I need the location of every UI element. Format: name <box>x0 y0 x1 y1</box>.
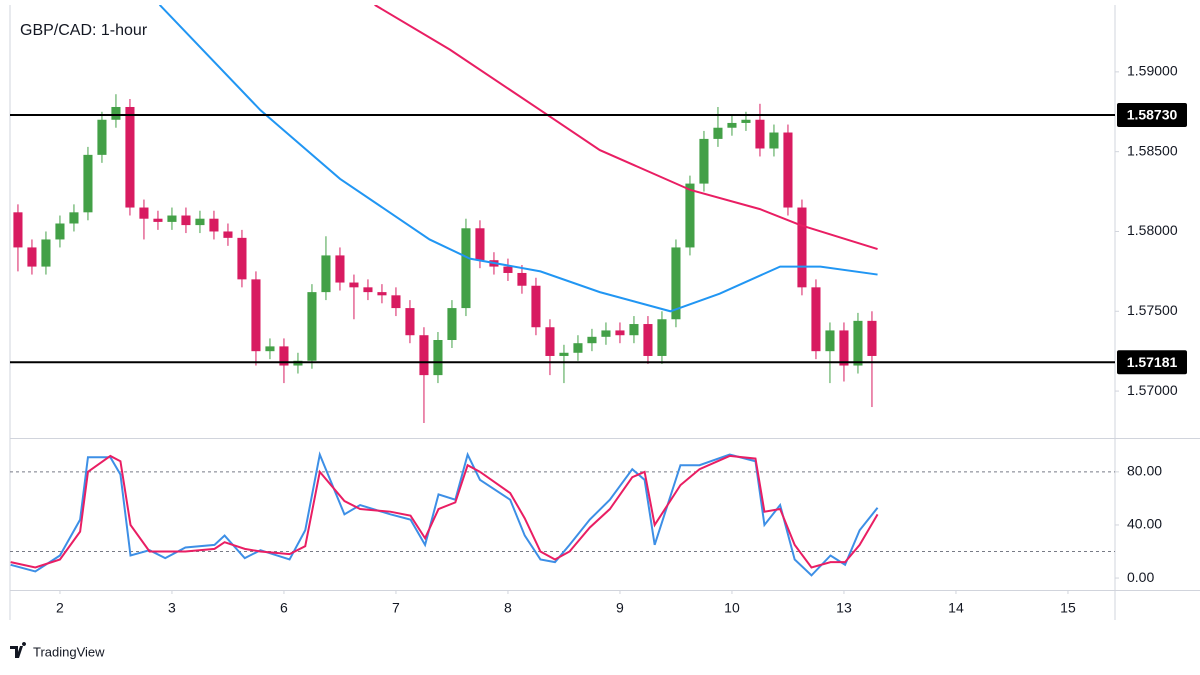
candle-body <box>825 330 835 352</box>
candle-body <box>209 218 219 232</box>
candle-body <box>867 320 877 356</box>
candle-body <box>517 272 527 286</box>
candle-body <box>251 279 261 352</box>
candle-body <box>433 340 443 376</box>
candle-body <box>839 330 849 366</box>
candle-body <box>447 308 457 341</box>
x-tick-label: 6 <box>280 600 288 616</box>
y-tick-label: 1.58000 <box>1127 222 1178 238</box>
candle-body <box>307 292 317 361</box>
moving-average <box>374 5 878 250</box>
level-label: 1.57181 <box>1127 354 1178 370</box>
candle-body <box>321 255 331 293</box>
level-label-box <box>1117 102 1187 127</box>
candle-body <box>811 287 821 352</box>
x-tick-label: 15 <box>1060 600 1076 616</box>
candle-body <box>797 207 807 288</box>
candle-body <box>279 346 289 366</box>
candle-body <box>601 330 611 337</box>
y-tick-label: 40.00 <box>1127 516 1162 532</box>
candle-body <box>727 122 737 128</box>
y-tick-label: 1.57000 <box>1127 382 1178 398</box>
oscillator-line <box>10 454 879 569</box>
candle-body <box>685 183 695 248</box>
chart-title: GBP/CAD: 1-hour <box>20 22 148 39</box>
candle-body <box>377 292 387 296</box>
candle-body <box>97 119 107 155</box>
candle-body <box>27 247 37 267</box>
candle-body <box>41 239 51 267</box>
candle-body <box>223 231 233 238</box>
candle-body <box>573 343 583 353</box>
candle-body <box>475 228 485 261</box>
stochastic-pane <box>10 451 1115 577</box>
candle-body <box>363 287 373 293</box>
candle-body <box>153 218 163 222</box>
candle-body <box>83 154 93 213</box>
candle-body <box>125 106 135 208</box>
candle-body <box>629 324 639 336</box>
candle-body <box>181 215 191 226</box>
x-tick-label: 8 <box>504 600 512 616</box>
x-tick-label: 3 <box>168 600 176 616</box>
candle-body <box>195 218 205 226</box>
candle-body <box>335 255 345 283</box>
candle-body <box>671 247 681 320</box>
candle-body <box>69 212 79 224</box>
candle-body <box>139 207 149 219</box>
candle-body <box>461 228 471 309</box>
brand-logo <box>10 642 27 658</box>
candle-body <box>783 132 793 208</box>
candle-body <box>615 330 625 336</box>
candle-body <box>769 132 779 149</box>
candle-body <box>167 215 177 222</box>
candle-body <box>853 320 863 366</box>
candle-body <box>559 352 569 356</box>
candle-body <box>265 346 275 352</box>
candle-body <box>545 327 555 356</box>
candle-body <box>741 119 751 123</box>
x-tick-label: 9 <box>616 600 624 616</box>
brand-name: TradingView <box>33 644 105 659</box>
candle-body <box>111 106 121 120</box>
y-tick-label: 1.59000 <box>1127 63 1178 79</box>
candle-body <box>713 127 723 139</box>
level-label-box <box>1117 350 1187 375</box>
candle-body <box>699 138 709 184</box>
candle-body <box>55 223 65 240</box>
candle-body <box>419 335 429 376</box>
candle-body <box>587 336 597 344</box>
x-tick-label: 7 <box>392 600 400 616</box>
price-pane <box>13 5 878 423</box>
candle-body <box>503 266 513 273</box>
x-tick-label: 13 <box>836 600 852 616</box>
y-tick-label: 1.57500 <box>1127 302 1178 318</box>
x-tick-label: 10 <box>724 600 740 616</box>
candle-body <box>531 285 541 328</box>
x-tick-label: 2 <box>56 600 64 616</box>
candle-body <box>657 319 667 356</box>
level-label: 1.58730 <box>1127 107 1178 123</box>
axes: 2 3 6 7 8 9 10 13 14 15 1.59000 1.58500 1.58000 1.575… <box>56 63 1178 616</box>
candle-body <box>237 237 247 280</box>
candle-body <box>13 212 23 248</box>
candle-body <box>643 324 653 356</box>
moving-average <box>158 5 878 313</box>
y-tick-label: 80.00 <box>1127 463 1162 479</box>
y-tick-label: 1.58500 <box>1127 142 1178 158</box>
x-tick-label: 14 <box>948 600 964 616</box>
candle-body <box>349 282 359 288</box>
candle-body <box>391 295 401 309</box>
y-tick-label: 0.00 <box>1127 569 1154 585</box>
candle-body <box>405 308 415 336</box>
candle-body <box>755 119 765 149</box>
